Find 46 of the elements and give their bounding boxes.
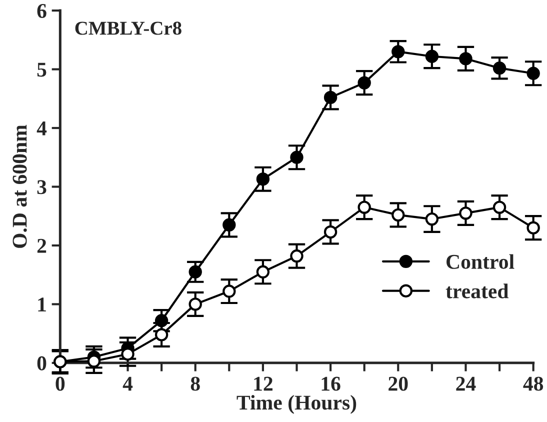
point bbox=[526, 221, 540, 234]
point bbox=[256, 172, 270, 186]
point bbox=[392, 45, 405, 58]
y-tick-label: 1 bbox=[38, 298, 46, 312]
point bbox=[324, 225, 338, 239]
point bbox=[358, 200, 371, 214]
point bbox=[188, 265, 202, 278]
point bbox=[358, 76, 371, 90]
point bbox=[256, 265, 270, 278]
y-tick-label: 6 bbox=[37, 4, 46, 18]
point bbox=[154, 328, 168, 342]
point bbox=[290, 249, 304, 263]
y-tick-label: 3 bbox=[37, 180, 46, 194]
y-axis-title: O.D at 600nm bbox=[12, 124, 27, 248]
x-tick-label: 16 bbox=[322, 376, 340, 391]
point bbox=[222, 218, 236, 232]
y-tick-label: 4 bbox=[36, 122, 47, 136]
x-tick-label: 0 bbox=[56, 376, 65, 391]
x-tick-label: 20 bbox=[388, 376, 408, 391]
point bbox=[188, 298, 202, 311]
point bbox=[526, 66, 540, 80]
legend-label: treated bbox=[446, 284, 509, 298]
y-tick-label: 0 bbox=[37, 356, 46, 370]
annotation: CMBLY-Cr8 bbox=[75, 22, 182, 35]
legend-label: Control bbox=[446, 254, 514, 269]
point bbox=[392, 208, 405, 222]
x-tick-label: 24 bbox=[456, 376, 476, 391]
point bbox=[425, 212, 439, 226]
point bbox=[222, 284, 236, 298]
x-tick-label: 12 bbox=[254, 376, 272, 391]
point bbox=[459, 52, 472, 66]
point bbox=[87, 354, 101, 368]
point bbox=[492, 62, 506, 75]
point bbox=[459, 206, 472, 220]
point bbox=[154, 314, 168, 328]
x-tick-label: 8 bbox=[190, 376, 200, 391]
point bbox=[425, 50, 439, 63]
point bbox=[492, 200, 506, 214]
y-tick-label: 2 bbox=[37, 238, 46, 253]
point bbox=[324, 90, 338, 104]
y-tick-label: 5 bbox=[37, 62, 46, 77]
x-tick-label: 48 bbox=[523, 376, 544, 391]
point bbox=[121, 348, 134, 361]
point bbox=[290, 150, 304, 164]
x-axis-title: Time (Hours) bbox=[236, 395, 356, 414]
x-tick-label: 4 bbox=[122, 376, 133, 391]
